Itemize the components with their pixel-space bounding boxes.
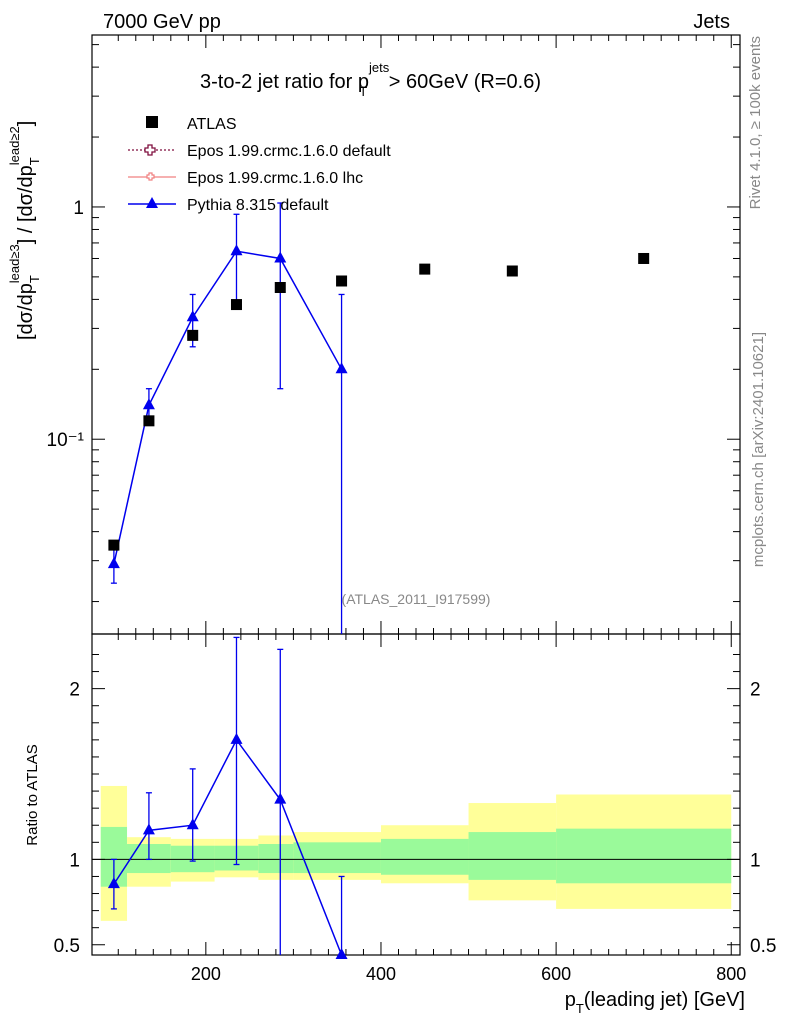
ylab-sub-1: T [27,275,42,283]
pythia-ratio-point-0 [107,877,120,889]
band-inner-5 [293,842,381,874]
analysis-id: (ATLAS_2011_I917599) [342,591,491,607]
ylab-sup-1: lead≥3 [7,244,22,283]
x-axis-label: pT(leading jet) [GeV] [565,989,745,1016]
legend-marker-epos-lhc [146,172,155,181]
atlas-point-2 [187,329,199,341]
band-inner-6 [380,838,469,875]
y-main-tick-label-0: 10⁻¹ [47,430,85,451]
axis-ticks: 200 400 600 800 10⁻¹ 1 0.5 0.5 1 1 2 2 [47,35,776,984]
xlab-p: p [565,989,576,1011]
y-ratio-tick-label-left-1: 1 [69,850,80,871]
title-suffix: > 60GeV (R=0.6) [383,71,541,93]
pythia-ratio-point-4 [274,792,287,804]
y-axis-label-main: [dσ/dpTlead≥3] / [dσ/dpTlead≥2] [7,121,42,340]
data-marks [107,202,650,959]
pythia-main-point-2 [186,310,199,322]
y-main-tick-label-1: 1 [73,198,84,219]
x-tick-label-2: 600 [541,964,571,984]
legend-label-atlas: ATLAS [187,116,237,133]
xlab-sub: T [576,1001,584,1016]
ylab-mid: ] / [dσ/dp [15,165,37,244]
pythia-ratio-point-2 [186,818,199,830]
ratio-uncertainty-bands [92,785,740,921]
pythia-main-point-0 [107,557,120,569]
chart-title: 3-to-2 jet ratio for pjets T > 60GeV (R=0… [200,60,541,99]
legend-marker-epos-default [144,144,156,156]
atlas-point-1 [143,415,155,427]
legend-label-epos-lhc: Epos 1.99.crmc.1.6.0 lhc [187,170,363,187]
band-inner-4 [258,844,294,874]
y-ratio-tick-label-right-2: 2 [750,680,761,701]
pythia-main-point-5 [335,362,348,374]
pythia-ratio-line [113,738,343,956]
x-tick-label-0: 200 [191,964,221,984]
atlas-point-3 [230,299,242,311]
ylab-open: [dσ/dp [15,283,37,340]
pythia-ratio-point-1 [142,823,155,835]
atlas-point-0 [108,539,120,551]
pythia-main-point-1 [142,398,155,410]
y-ratio-tick-label-left-0: 0.5 [54,936,80,957]
y-ratio-tick-label-left-2: 2 [69,680,80,701]
x-tick-label-3: 800 [716,964,746,984]
atlas-point-6 [419,263,431,275]
x-tick-label-1: 400 [366,964,396,984]
header-right-label: Jets [693,11,730,33]
legend: ATLAS Epos 1.99.crmc.1.6.0 default Epos … [128,116,391,214]
y-ratio-tick-label-right-0: 0.5 [750,936,776,957]
atlas-point-4 [274,282,286,294]
legend-label-pythia: Pythia 8.315 default [187,197,329,214]
atlas-point-7 [506,265,518,277]
pythia-main-line [113,250,343,565]
pythia-main-point-3 [230,244,243,256]
band-inner-7 [468,832,557,880]
legend-marker-atlas [146,116,158,128]
ylab-close: ] [15,121,37,127]
pythia-ratio-point-5 [335,948,348,959]
ylab-sup-2: lead≥2 [7,126,22,165]
title-superscript: jets [368,60,390,75]
legend-label-epos-default: Epos 1.99.crmc.1.6.0 default [187,143,391,160]
legend-marker-pythia [146,197,158,208]
ylab-sub-2: T [27,157,42,165]
pythia-ratio-point-3 [230,732,243,744]
y-ratio-tick-label-right-1: 1 [750,850,761,871]
mcplots-label: mcplots.cern.ch [arXiv:2401.10621] [750,332,767,567]
header-left-label: 7000 GeV pp [103,11,221,33]
atlas-point-5 [336,275,348,287]
y-axis-label-ratio: Ratio to ATLAS [24,744,41,845]
title-subscript: T [359,84,367,99]
band-inner-8 [556,828,732,884]
pythia-main-point-4 [274,251,287,263]
xlab-rest: (leading jet) [GeV] [584,989,745,1011]
atlas-point-8 [638,252,650,264]
title-prefix: 3-to-2 jet ratio for p [200,71,369,93]
rivet-label: Rivet 4.1.0, ≥ 100k events [747,36,764,209]
